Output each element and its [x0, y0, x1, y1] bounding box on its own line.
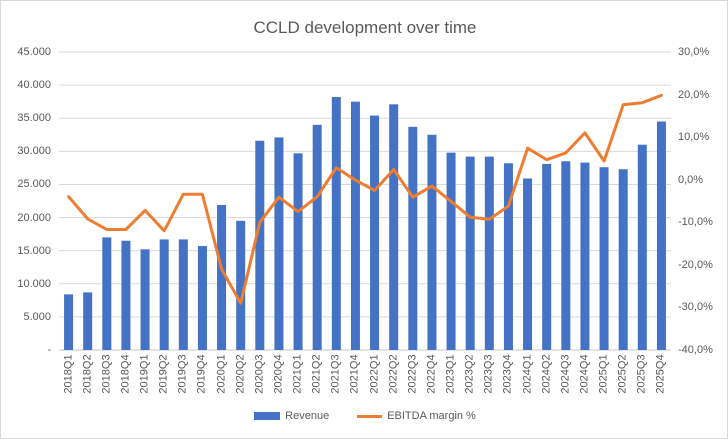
- y-axis-tick-left: 35.000: [17, 112, 51, 125]
- revenue-bar-2020Q3: [255, 140, 265, 350]
- y-axis-tick-left: 45.000: [17, 46, 51, 58]
- legend-item-revenue[interactable]: Revenue: [254, 410, 329, 422]
- x-axis-tick-2024Q1: 2024Q1: [521, 354, 534, 394]
- revenue-bar-2022Q3: [408, 126, 418, 350]
- x-axis-tick-2020Q1: 2020Q1: [215, 354, 228, 394]
- y-axis-tick-right: -40,0%: [678, 344, 713, 356]
- y-axis-tick-right: 0,0%: [678, 173, 704, 186]
- x-axis-tick-2022Q2: 2022Q2: [387, 354, 400, 394]
- legend-item-ebitda-margin[interactable]: EBITDA margin %: [357, 410, 476, 422]
- y-axis-tick-left: 10.000: [17, 277, 51, 290]
- x-axis-tick-2021Q2: 2021Q2: [310, 354, 323, 394]
- y-axis-tick-left: 5.000: [23, 310, 51, 323]
- revenue-bar-2018Q4: [121, 240, 131, 350]
- y-axis-tick-right: -10,0%: [678, 216, 713, 229]
- y-axis-tick-left: 25.000: [17, 178, 51, 191]
- x-axis-tick-2020Q4: 2020Q4: [272, 354, 285, 394]
- revenue-bar-2018Q1: [64, 294, 74, 350]
- x-axis-tick-2018Q2: 2018Q2: [81, 354, 94, 394]
- y-axis-tick-left: 20.000: [17, 211, 51, 224]
- ebitda-margin-swatch-icon: [357, 414, 383, 418]
- revenue-bar-2020Q2: [236, 220, 246, 350]
- x-axis-tick-2024Q3: 2024Q3: [559, 354, 572, 394]
- x-axis-tick-2023Q1: 2023Q1: [444, 354, 457, 394]
- x-axis-tick-2023Q2: 2023Q2: [463, 354, 476, 394]
- y-axis-tick-right: -30,0%: [678, 301, 713, 314]
- x-axis-tick-2019Q3: 2019Q3: [176, 354, 189, 394]
- revenue-bar-2023Q3: [484, 156, 494, 350]
- x-axis-tick-2018Q1: 2018Q1: [62, 354, 75, 394]
- revenue-bar-2024Q2: [542, 163, 552, 350]
- revenue-bar-2021Q3: [331, 97, 341, 350]
- y-axis-tick-left: -: [47, 344, 51, 356]
- x-axis-tick-2024Q4: 2024Q4: [578, 354, 591, 394]
- x-axis-tick-2025Q2: 2025Q2: [616, 354, 629, 394]
- y-axis-tick-right: 20,0%: [678, 88, 710, 101]
- y-axis-tick-left: 15.000: [17, 244, 51, 257]
- x-axis-tick-2022Q3: 2022Q3: [406, 354, 419, 394]
- y-axis-tick-right: 10,0%: [678, 131, 710, 144]
- revenue-bar-2022Q2: [389, 104, 399, 350]
- revenue-bar-2020Q4: [274, 137, 284, 350]
- x-axis-tick-2018Q3: 2018Q3: [100, 354, 113, 394]
- x-axis-tick-2023Q4: 2023Q4: [501, 354, 514, 394]
- x-axis-tick-2018Q4: 2018Q4: [119, 354, 132, 394]
- y-axis-tick-left: 30.000: [17, 145, 51, 158]
- y-axis-tick-right: 30,0%: [678, 46, 710, 58]
- revenue-bar-2019Q4: [197, 246, 207, 350]
- y-axis-tick-left: 40.000: [17, 79, 51, 92]
- revenue-bar-2024Q3: [561, 161, 571, 350]
- revenue-bar-2024Q1: [523, 178, 533, 350]
- revenue-swatch-icon: [254, 412, 281, 420]
- revenue-bar-2025Q2: [618, 169, 628, 350]
- x-axis-tick-2021Q3: 2021Q3: [329, 354, 342, 394]
- x-axis-tick-2020Q2: 2020Q2: [234, 354, 247, 394]
- revenue-bar-2022Q1: [370, 115, 380, 350]
- x-axis-tick-2025Q1: 2025Q1: [597, 354, 610, 394]
- x-axis-tick-2025Q4: 2025Q4: [654, 354, 667, 394]
- legend-label-revenue: Revenue: [285, 410, 330, 422]
- revenue-bar-2022Q4: [427, 134, 437, 350]
- chart-legend: Revenue EBITDA margin %: [1, 406, 727, 426]
- chart-title: CCLD development over time: [253, 18, 477, 37]
- x-axis-tick-2024Q2: 2024Q2: [540, 354, 553, 394]
- x-axis-tick-2023Q3: 2023Q3: [482, 354, 495, 394]
- x-axis-tick-2019Q1: 2019Q1: [138, 354, 151, 394]
- revenue-bar-2019Q2: [159, 239, 169, 350]
- revenue-bar-2024Q4: [580, 162, 590, 350]
- revenue-bar-2018Q3: [102, 237, 112, 350]
- revenue-bar-2025Q1: [599, 167, 609, 350]
- revenue-bar-2023Q2: [465, 156, 475, 350]
- revenue-bar-2021Q4: [350, 101, 360, 351]
- x-axis-tick-2025Q3: 2025Q3: [635, 354, 648, 394]
- revenue-bar-2018Q2: [83, 292, 93, 350]
- revenue-bar-2023Q4: [503, 163, 513, 350]
- revenue-bar-2020Q1: [217, 204, 227, 350]
- legend-label-ebitda-margin: EBITDA margin %: [387, 410, 476, 422]
- revenue-bar-2019Q3: [178, 239, 188, 350]
- y-axis-tick-right: -20,0%: [678, 258, 713, 271]
- x-axis-tick-2022Q1: 2022Q1: [368, 354, 381, 394]
- revenue-bar-2025Q4: [656, 121, 666, 351]
- revenue-bar-2023Q1: [446, 152, 456, 350]
- x-axis-tick-2021Q4: 2021Q4: [348, 354, 361, 394]
- x-axis-tick-2019Q2: 2019Q2: [157, 354, 170, 394]
- x-axis-tick-2021Q1: 2021Q1: [291, 354, 304, 394]
- revenue-bar-2019Q1: [140, 249, 150, 350]
- x-axis-tick-2019Q4: 2019Q4: [195, 354, 208, 394]
- revenue-bar-2021Q1: [293, 153, 303, 350]
- ebitda-margin-line: [67, 93, 663, 305]
- revenue-bar-2025Q3: [637, 144, 647, 350]
- revenue-bar-2021Q2: [312, 124, 322, 350]
- x-axis-tick-2020Q3: 2020Q3: [253, 354, 266, 394]
- x-axis-tick-2022Q4: 2022Q4: [425, 354, 438, 394]
